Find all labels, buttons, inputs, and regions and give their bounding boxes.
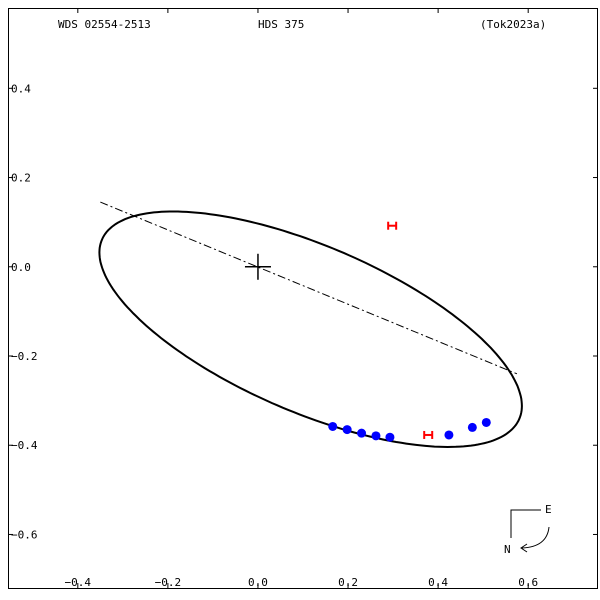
observation-point — [371, 431, 381, 441]
x-tick-label: 0.4 — [428, 576, 448, 589]
plot-frame — [8, 8, 598, 589]
y-tick-label: −0.2 — [11, 350, 38, 363]
x-axis: −0.4 −0.2 0.0 0.2 0.4 0.6 — [65, 8, 538, 589]
wds-label: WDS 02554-2513 — [58, 18, 151, 31]
speckle-measures — [387, 221, 434, 439]
orbit-ellipse — [98, 210, 523, 449]
observation-point — [342, 425, 352, 435]
observation-point — [357, 428, 367, 438]
y-tick-label: −0.6 — [11, 528, 38, 541]
y-tick-label: 0.2 — [11, 172, 31, 185]
y-tick-label: −0.4 — [11, 439, 38, 452]
compass-north-label: N — [504, 543, 511, 556]
compass: E N — [504, 503, 552, 556]
x-tick-label: 0.2 — [338, 576, 358, 589]
speckle-point — [387, 221, 398, 230]
x-tick-label: −0.2 — [155, 576, 182, 589]
y-axis: 0.4 0.2 0.0 −0.2 −0.4 −0.6 — [8, 82, 598, 541]
speckle-point — [423, 430, 434, 439]
discoverer-label: HDS 375 — [258, 18, 304, 31]
x-tick-label: 0.6 — [518, 576, 538, 589]
y-tick-label: 0.0 — [11, 261, 31, 274]
observation-point — [467, 422, 477, 432]
line-of-nodes — [100, 201, 518, 375]
observation-point — [385, 432, 395, 442]
x-tick-label: −0.4 — [65, 576, 92, 589]
x-tick-label: 0.0 — [248, 576, 268, 589]
compass-east-arm — [510, 509, 541, 538]
observation-point — [481, 417, 491, 427]
compass-arrow-head — [520, 543, 528, 553]
observation-point — [444, 430, 454, 440]
primary-star-marker — [244, 253, 271, 280]
observation-point — [328, 421, 338, 431]
observations — [328, 417, 491, 442]
y-tick-label: 0.4 — [11, 82, 31, 95]
compass-east-label: E — [545, 503, 552, 516]
reference-label: (Tok2023a) — [480, 18, 546, 31]
compass-rotation-arrow — [521, 526, 550, 549]
